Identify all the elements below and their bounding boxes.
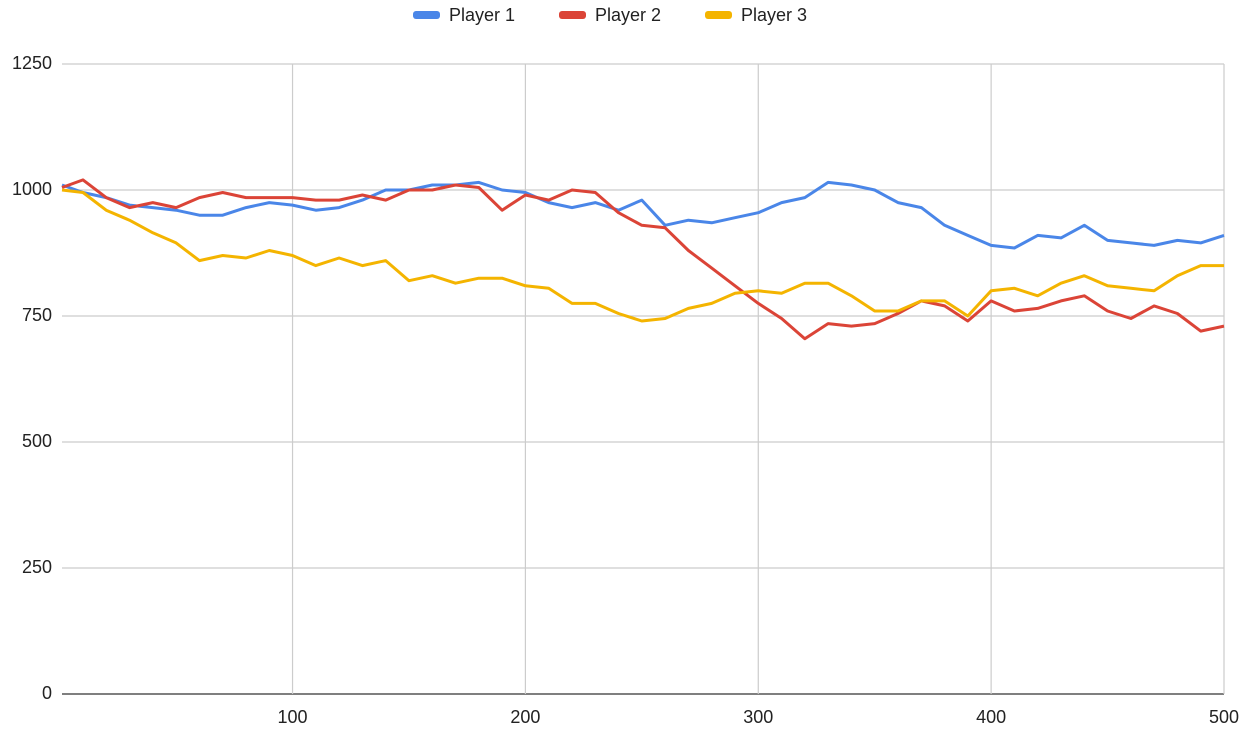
legend-label: Player 3 [741, 5, 807, 25]
data-line [61, 188, 1224, 323]
x-tick-label: 100 [278, 707, 308, 727]
y-tick-label: 1250 [12, 53, 52, 73]
x-tick-label: 300 [743, 707, 773, 727]
x-tick-label: 200 [510, 707, 540, 727]
data-line [61, 180, 1225, 250]
y-tick-label: 250 [22, 557, 52, 577]
y-tick-label: 500 [22, 431, 52, 451]
x-tick-label: 400 [976, 707, 1006, 727]
y-tick-label: 0 [42, 683, 52, 703]
y-tick-label: 750 [22, 305, 52, 325]
x-tick-label: 500 [1209, 707, 1239, 727]
legend-swatch [413, 11, 440, 19]
legend-swatch [705, 11, 732, 19]
legend-label: Player 2 [595, 5, 661, 25]
data-line [61, 178, 1225, 341]
legend-swatch [559, 11, 586, 19]
legend-label: Player 1 [449, 5, 515, 25]
y-tick-label: 1000 [12, 179, 52, 199]
